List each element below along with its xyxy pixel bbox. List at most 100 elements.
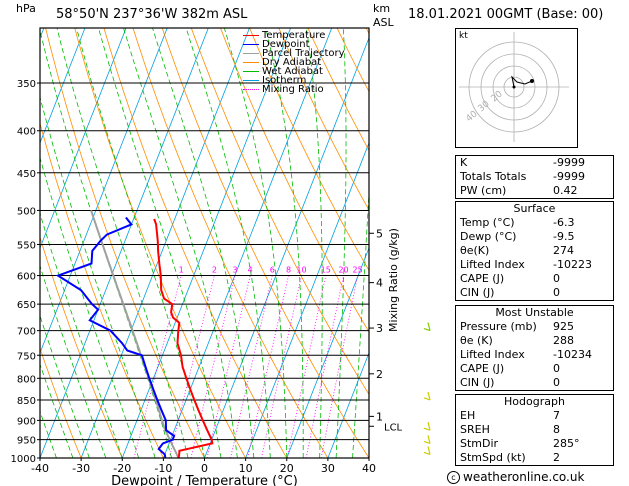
legend-item-dry-adiabat: Dry Adiabat	[243, 58, 345, 68]
isotherm-line	[80, 28, 250, 458]
mixing-ratio-label: 25	[353, 266, 363, 275]
mixing-ratio-line	[261, 275, 302, 458]
hodograph-table: Hodograph EH 7 SREH 8 StmDir 285° StmSpd (k…	[455, 394, 614, 466]
wet-adiabat-line	[40, 264, 107, 458]
km-tick-label: 3	[376, 322, 383, 335]
pressure-tick-label: 900	[17, 416, 36, 427]
mixing-ratio-label: 6	[270, 266, 275, 275]
surface-table: Surface Temp (°C) -6.3 Dewp (°C) -9.5 θe(K…	[455, 201, 614, 301]
pressure-tick-label: 850	[17, 396, 36, 407]
asl-unit: ASL	[373, 16, 394, 29]
legend: Temperature Dewpoint Parcel Trajectory D…	[243, 31, 345, 95]
pressure-tick-label: 450	[17, 169, 36, 180]
wind-barb	[423, 328, 431, 332]
index-totals: Totals Totals -9999	[460, 170, 585, 183]
temperature-tick-label: 40	[362, 462, 376, 475]
isotherm-line	[327, 351, 369, 458]
wet-adiabat-line	[40, 95, 156, 458]
dry-adiabat-line	[249, 28, 369, 272]
dry-adiabat-line	[307, 28, 369, 152]
indices-table: K -9999 Totals Totals -9999 PW (cm) 0.42	[455, 155, 614, 199]
x-axis-label: Dewpoint / Temperature (°C)	[111, 474, 298, 486]
most-unstable-title: Most Unstable	[495, 306, 574, 319]
mixing-ratio-label: 15	[321, 266, 331, 275]
pressure-tick-label: 800	[17, 374, 36, 385]
plot-area	[0, 28, 369, 458]
mixing-ratio-axis-label: Mixing Ratio (g/kg)	[387, 228, 400, 332]
temperature-line	[153, 218, 214, 458]
index-k: K -9999	[460, 156, 585, 169]
most-unstable-table: Most Unstable Pressure (mb) 925 θe (K) 288…	[455, 305, 614, 391]
legend-item-parcel: Parcel Trajectory	[243, 49, 345, 59]
mixing-ratio-label: 2	[212, 266, 217, 275]
pressure-tick-label: 700	[17, 327, 36, 338]
surface-title: Surface	[513, 202, 556, 215]
pressure-tick-label: 950	[17, 436, 36, 447]
temperature-tick-label: 0	[201, 462, 208, 475]
storm-motion-marker	[530, 79, 534, 83]
mixing-ratio-label: 1	[179, 266, 184, 275]
hpa-unit: hPa	[16, 2, 36, 15]
wind-barb	[427, 422, 431, 431]
legend-item-mixing-ratio: Mixing Ratio	[243, 85, 345, 95]
pressure-tick-label: 550	[17, 240, 36, 251]
pressure-tick-label: 1000	[11, 454, 36, 465]
km-tick-label: 4	[376, 277, 383, 290]
legend-item-dewpoint: Dewpoint	[243, 40, 345, 50]
copyright-text: weatheronline.co.uk	[463, 470, 585, 484]
wind-barb	[423, 451, 431, 455]
wet-adiabat-line	[152, 28, 255, 458]
pressure-tick-label: 650	[17, 300, 36, 311]
mixing-ratio-label: 3	[232, 266, 237, 275]
wind-barb	[427, 446, 431, 455]
mixing-ratio-label: 8	[286, 266, 291, 275]
isotherm-line	[245, 141, 369, 458]
wind-barb	[427, 322, 431, 331]
isotherm-line	[40, 28, 86, 144]
mixing-ratio-label: 20	[338, 266, 348, 275]
hodograph-label: kt	[459, 31, 468, 41]
isotherm-line	[204, 36, 369, 458]
wind-barb	[423, 427, 431, 431]
km-unit: km	[373, 2, 391, 15]
km-tick-label: 1	[376, 410, 383, 423]
km-tick-label: 2	[376, 368, 383, 381]
wet-adiabat-line	[40, 363, 74, 458]
mixing-ratio-label: 4	[248, 266, 253, 275]
dewpoint-line	[55, 216, 176, 458]
km-tick-label: 5	[376, 227, 383, 240]
station-info: 58°50'N 237°36'W 382m ASL	[56, 7, 248, 22]
dry-adiabat-line	[278, 28, 369, 211]
wet-adiabat-line	[352, 184, 369, 458]
pressure-tick-label: 750	[17, 351, 36, 362]
wet-adiabat-line	[98, 28, 222, 458]
wet-adiabat-line	[40, 28, 172, 458]
legend-item-isotherm: Isotherm	[243, 76, 345, 86]
temperature-tick-label: -30	[72, 462, 90, 475]
dry-adiabat-line	[40, 347, 82, 458]
legend-item-temperature: Temperature	[243, 31, 345, 41]
dry-adiabat-line	[40, 122, 164, 458]
isotherm-line	[40, 28, 209, 458]
legend-item-wet-adiabat: Wet Adiabat	[243, 67, 345, 77]
isotherm-line	[286, 246, 369, 458]
pressure-tick-label: 500	[17, 206, 36, 217]
hodograph-trace	[511, 75, 533, 88]
wind-barb	[427, 391, 431, 401]
hodograph-title: Hodograph	[504, 395, 565, 408]
index-pw: PW (cm) 0.42	[460, 184, 578, 197]
pressure-tick-label: 350	[17, 79, 36, 90]
wind-barb	[423, 440, 431, 444]
wind-barb	[427, 435, 431, 444]
temperature-tick-label: 30	[321, 462, 335, 475]
temperature-tick-label: -10	[154, 462, 172, 475]
hodograph: kt 40 30 20	[455, 28, 578, 148]
wet-adiabat-line	[40, 314, 90, 458]
mixing-ratio-label: 10	[296, 266, 306, 275]
mixing-ratio-line	[247, 275, 289, 458]
copyright: c weatheronline.co.uk	[447, 470, 584, 484]
isotherm-line	[0, 28, 3, 458]
pressure-tick-label: 600	[17, 272, 36, 283]
date-title: 18.01.2021 00GMT (Base: 00)	[408, 7, 604, 22]
